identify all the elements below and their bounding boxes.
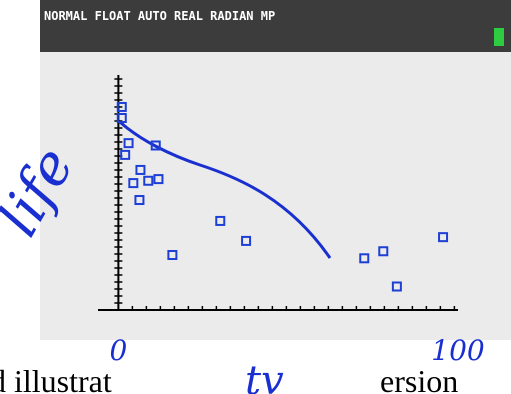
footer-text: d illustrat — [0, 363, 112, 394]
status-bar — [40, 0, 511, 52]
battery-icon — [494, 28, 504, 46]
x-tick-label: 100 — [431, 334, 484, 367]
x-tick-label: 0 — [109, 334, 127, 367]
x-axis-label: tv — [245, 358, 284, 394]
status-text: NORMAL FLOAT AUTO REAL RADIAN MP — [44, 9, 275, 23]
screenshot: NORMAL FLOAT AUTO REAL RADIAN MP life tv… — [0, 0, 511, 394]
footer-text: ersion — [380, 363, 458, 394]
